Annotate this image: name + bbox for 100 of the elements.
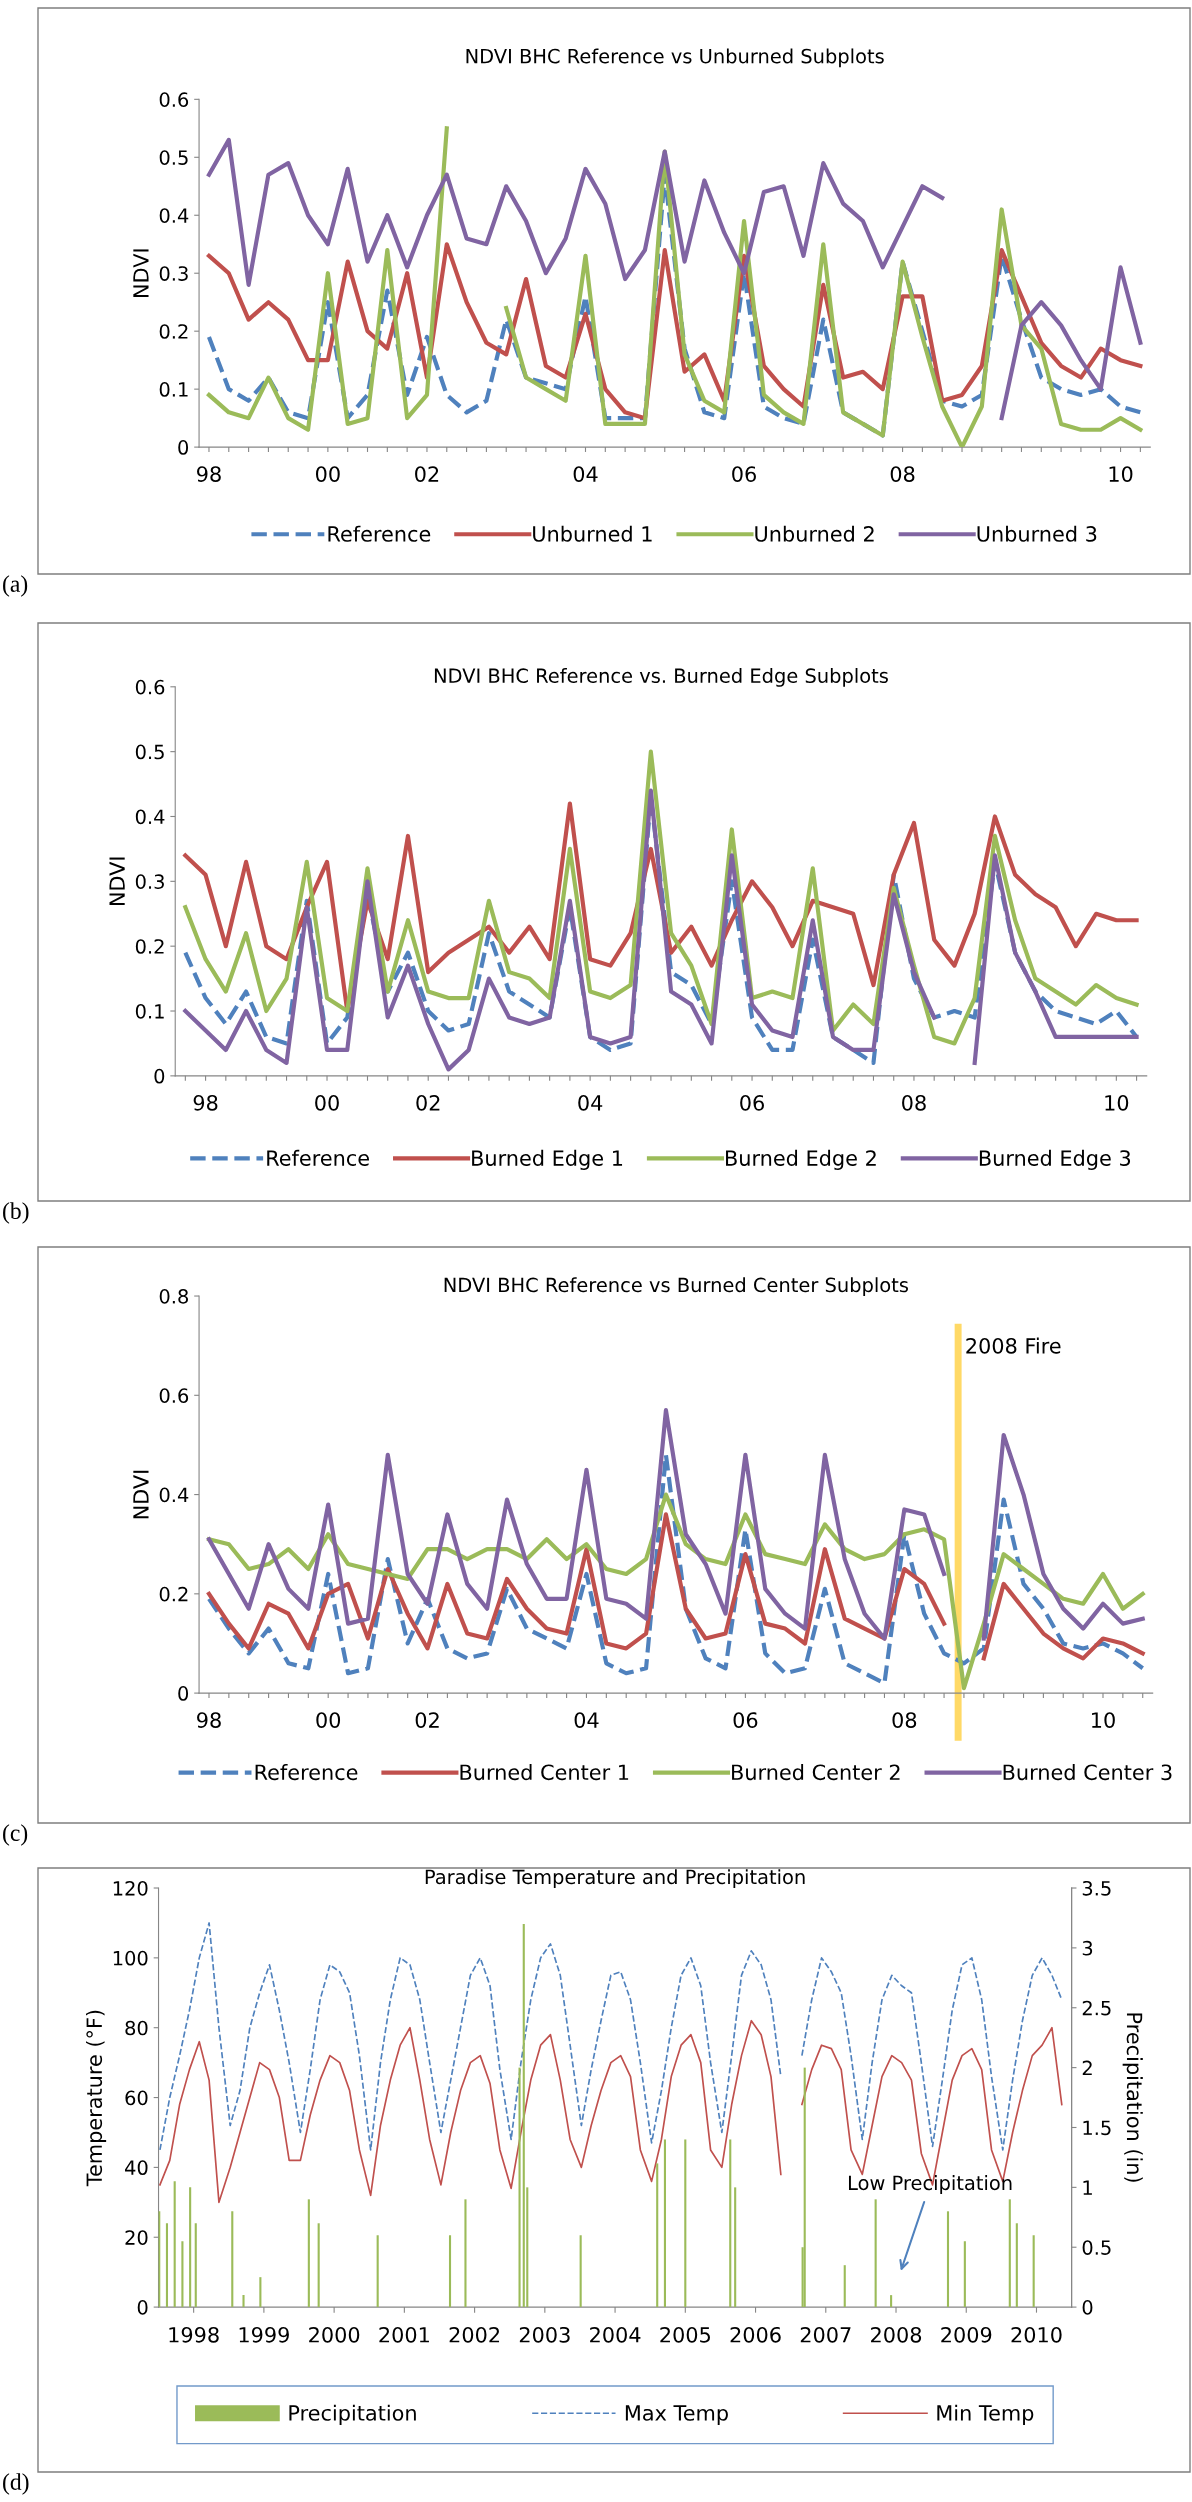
- x-tick-label: 10: [1105, 1094, 1129, 1111]
- y-tick-label: 0.8: [159, 1288, 189, 1304]
- bar: [890, 2295, 893, 2308]
- bar: [165, 2223, 169, 2308]
- x-tick-label: 06: [740, 1094, 764, 1111]
- y-tick-label: 0.5: [159, 150, 188, 165]
- y2-tick-label: 3.5: [1082, 1880, 1111, 1896]
- x-tick-label: 2007: [800, 2326, 851, 2343]
- legend-label: Burned Center 2: [732, 1764, 900, 1781]
- legend-label: Precipitation: [289, 2404, 416, 2425]
- y2-axis-title: Precipitation (in): [1122, 2013, 1143, 2182]
- y-tick-label: 0: [137, 2300, 148, 2315]
- bar: [317, 2223, 320, 2308]
- y-tick-label: 0.6: [159, 1388, 189, 1403]
- y-axis-title: NDVI: [133, 1470, 149, 1519]
- x-tick-label: 06: [733, 1712, 758, 1728]
- y-tick-label: 0.4: [159, 208, 189, 223]
- chart-title: Paradise Temperature and Precipitation: [425, 1869, 805, 1889]
- y2-tick-label: 1: [1083, 2180, 1092, 2195]
- x-tick-label: 08: [890, 466, 915, 482]
- y-tick-label: 0.4: [159, 1487, 189, 1503]
- y-tick-label: 0: [154, 1068, 165, 1084]
- x-tick-label: 10: [1109, 466, 1133, 482]
- annotation: 2008 Fire: [966, 1337, 1061, 1354]
- y-tick-label: 0.1: [135, 1003, 164, 1019]
- bar: [1032, 2235, 1035, 2308]
- x-tick-label: 00: [315, 466, 340, 482]
- y-tick-label: 0.4: [135, 809, 165, 825]
- bar: [874, 2199, 877, 2308]
- y-tick-label: 0.6: [159, 92, 189, 107]
- chart-title: NDVI BHC Reference vs Burned Center Subplots: [444, 1277, 908, 1297]
- legend-label: Reference: [267, 1149, 369, 1166]
- x-tick-label: 02: [415, 1712, 439, 1728]
- x-tick-label: 2005: [660, 2326, 710, 2343]
- annotation: Low Precipitation: [848, 2175, 1012, 2194]
- x-tick-label: 04: [578, 1094, 603, 1111]
- bar: [259, 2277, 262, 2308]
- y2-tick-label: 0: [1082, 2300, 1093, 2315]
- bar: [963, 2241, 966, 2308]
- y-tick-label: 0.3: [135, 874, 164, 889]
- x-tick-label: 2001: [379, 2326, 429, 2343]
- x-tick-label: 10: [1092, 1712, 1115, 1728]
- x-tick-label: 2000: [309, 2326, 360, 2343]
- x-tick-label: 2009: [941, 2326, 992, 2343]
- y-axis-title: NDVI: [109, 857, 125, 906]
- y-tick-label: 20: [125, 2230, 148, 2245]
- y-axis-title: NDVI: [133, 249, 149, 297]
- y-axis-title: Temperature (°F): [86, 2010, 107, 2187]
- x-tick-label: 1999: [239, 2326, 289, 2343]
- y2-tick-label: 0.5: [1082, 2240, 1111, 2255]
- x-tick-label: 02: [416, 1094, 440, 1111]
- legend-label: Burned Center 1: [460, 1764, 629, 1781]
- bar: [946, 2211, 950, 2308]
- legend-label: Burned Edge 2: [726, 1149, 876, 1170]
- x-tick-label: 00: [316, 1712, 341, 1728]
- y2-tick-label: 1.5: [1083, 2120, 1111, 2136]
- legend-label: Max Temp: [625, 2405, 728, 2425]
- legend-label: Reference: [255, 1764, 358, 1781]
- y-tick-label: 0.3: [159, 266, 188, 281]
- line-series: [206, 1452, 1145, 1686]
- x-tick-label: 08: [902, 1094, 926, 1111]
- chart-title: NDVI BHC Reference vs. Burned Edge Subplots: [434, 667, 888, 687]
- x-tick-label: 1998: [169, 2326, 219, 2343]
- bar: [242, 2295, 245, 2308]
- text: (b): [3, 1202, 29, 1224]
- x-tick-label: 02: [415, 466, 439, 482]
- bar: [231, 2211, 234, 2308]
- y-tick-label: 0: [178, 1686, 189, 1701]
- text: (c): [3, 1824, 28, 1846]
- x-tick-label: 08: [892, 1712, 917, 1728]
- legend-label: Reference: [328, 525, 431, 542]
- y-tick-label: 0: [178, 440, 189, 455]
- bar: [579, 2235, 582, 2308]
- y-tick-label: 0.2: [159, 324, 188, 339]
- y-tick-label: 0.5: [135, 744, 164, 760]
- x-tick-label: 2003: [519, 2326, 570, 2343]
- bar: [734, 2187, 737, 2308]
- x-tick-label: 2010: [1011, 2326, 1062, 2343]
- y-tick-label: 0.1: [159, 382, 188, 397]
- x-tick-label: 2004: [590, 2326, 641, 2343]
- bar: [194, 2223, 197, 2308]
- text: (a): [3, 575, 28, 597]
- bar: [464, 2199, 467, 2308]
- x-tick-label: 00: [315, 1094, 339, 1111]
- bar: [522, 1923, 525, 2308]
- text: (d): [3, 2473, 29, 2495]
- x-tick-label: 2006: [730, 2326, 781, 2343]
- legend-label: Min Temp: [937, 2404, 1034, 2425]
- y-tick-label: 0.2: [135, 939, 164, 954]
- x-tick-label: 98: [193, 1094, 218, 1111]
- x-tick-label: 98: [197, 1712, 221, 1728]
- bar: [173, 2181, 176, 2308]
- bar: [684, 2139, 687, 2308]
- x-tick-label: 2008: [871, 2326, 922, 2343]
- x-tick-label: 04: [574, 1712, 599, 1728]
- bar: [729, 2139, 732, 2308]
- legend-label: Burned Center 3: [1003, 1764, 1172, 1781]
- y-tick-label: 40: [125, 2160, 148, 2176]
- x-tick-label: 2002: [449, 2326, 500, 2343]
- legend-label: Unburned 2: [755, 525, 874, 542]
